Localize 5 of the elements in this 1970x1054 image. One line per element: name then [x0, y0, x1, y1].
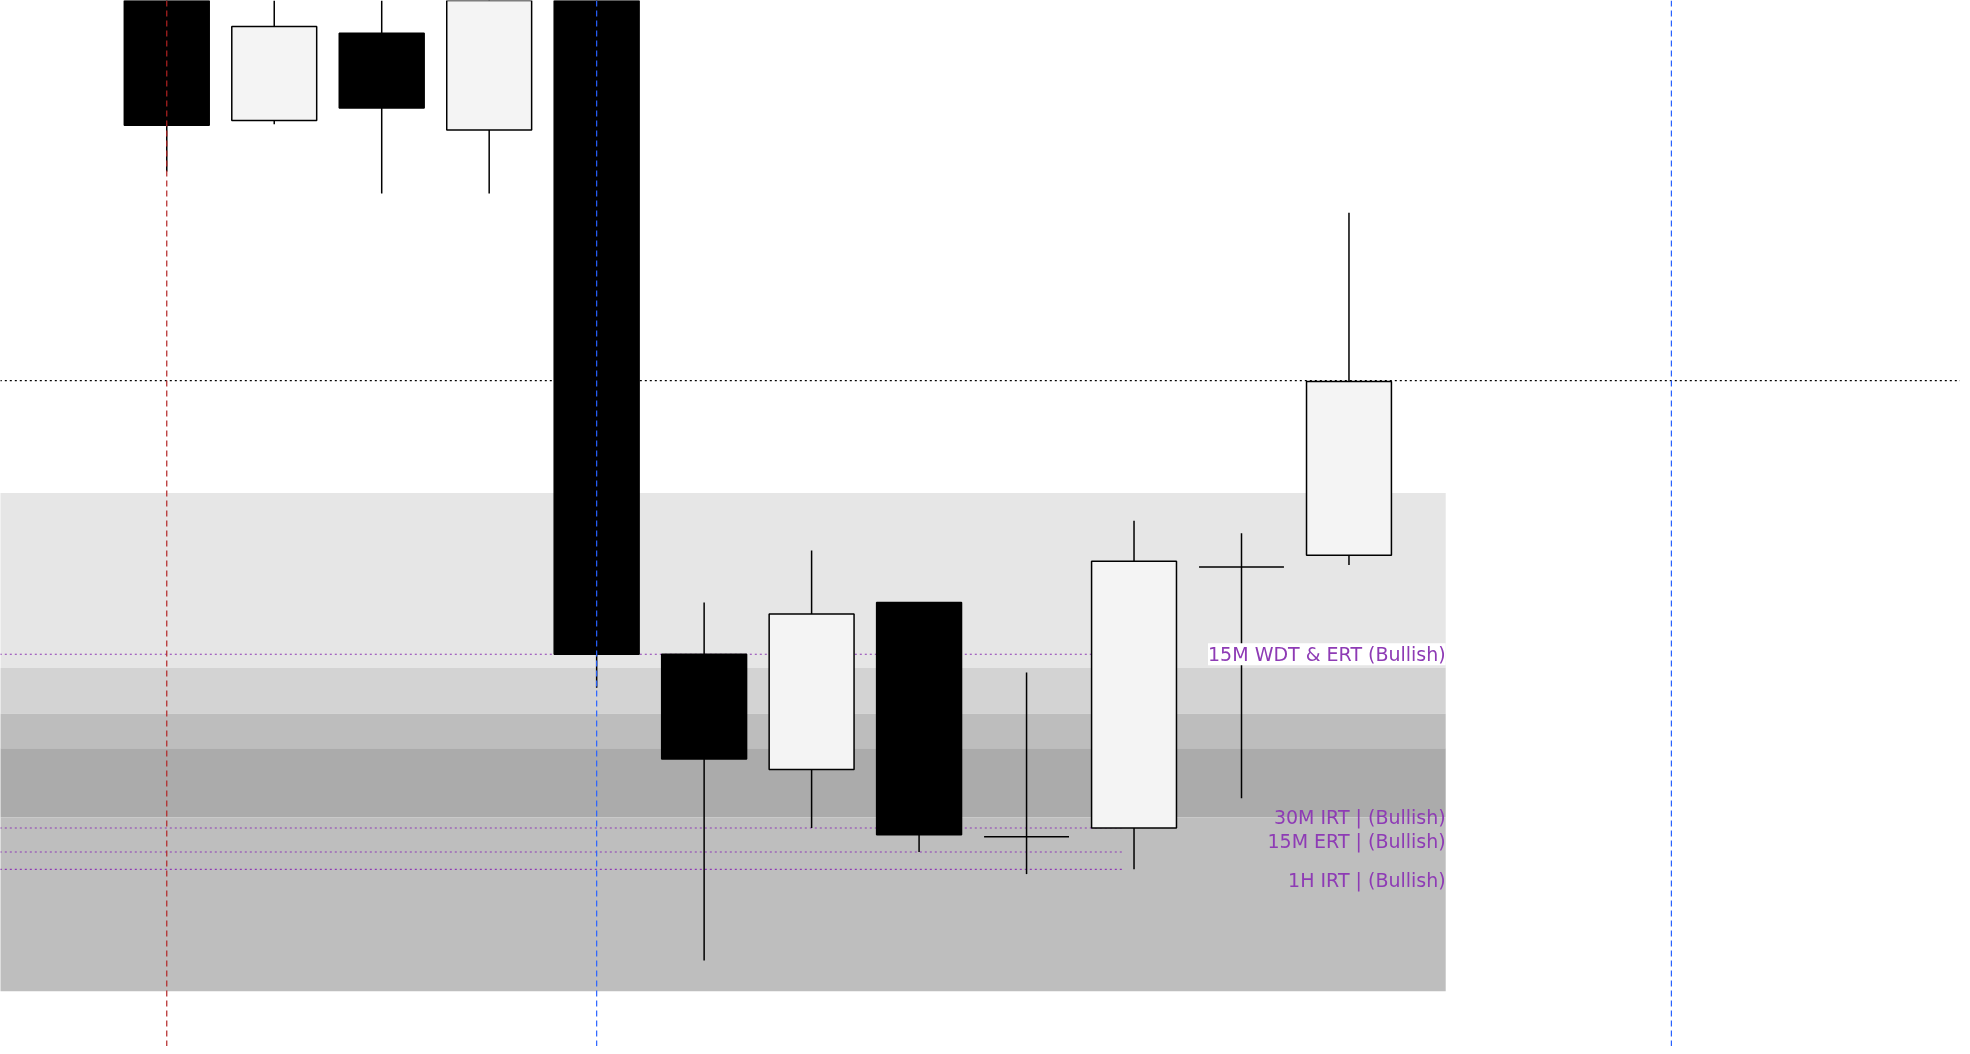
candlestick [983, 671, 1070, 875]
ref-line-label: 15M ERT | (Bullish) [1267, 830, 1446, 854]
ref-line-label: 1H IRT | (Bullish) [1288, 869, 1446, 893]
ref-line-label: 30M IRT | (Bullish) [1273, 806, 1446, 830]
ref-line-label: 15M WDT & ERT (Bullish) [1208, 643, 1446, 666]
